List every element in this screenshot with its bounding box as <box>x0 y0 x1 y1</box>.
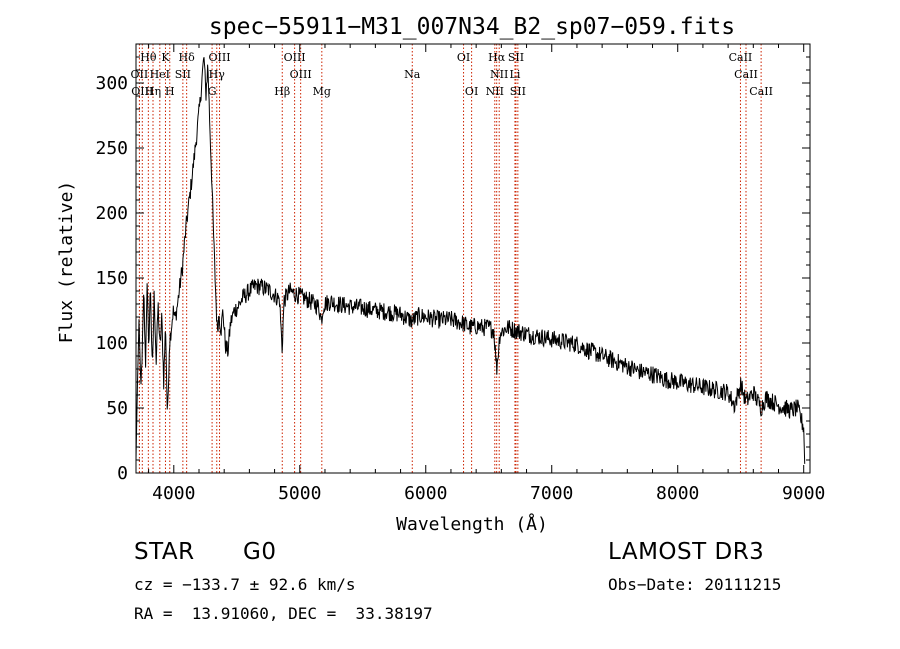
y-axis-ticks: 0 50 100 150 200 250 300 <box>95 43 810 484</box>
y-tick-label: 200 <box>95 203 128 224</box>
redshift-velocity: cz = −133.7 ± 92.6 km/s <box>134 575 356 594</box>
plot-frame <box>135 43 811 474</box>
line-marker-label: K <box>161 51 170 64</box>
line-marker-label: SII <box>175 68 191 81</box>
x-tick-label: 6000 <box>404 483 447 504</box>
line-marker-label: CaII <box>749 85 773 98</box>
line-marker-label: OIII <box>208 51 230 64</box>
y-tick-label: 300 <box>95 73 128 94</box>
line-marker-label: OIII <box>284 51 306 64</box>
line-marker-label: HeI <box>150 68 170 81</box>
line-marker-label: Li <box>510 68 521 81</box>
y-tick-label: 250 <box>95 138 128 159</box>
line-marker-label: Hη <box>145 85 161 98</box>
x-tick-label: 8000 <box>656 483 699 504</box>
object-class: STAR <box>134 539 195 565</box>
y-tick-label: 100 <box>95 333 128 354</box>
x-axis-ticks: 4000 5000 6000 7000 8000 9000 <box>148 44 825 504</box>
observation-date: Obs−Date: 20111215 <box>608 575 782 594</box>
x-tick-label: 5000 <box>278 483 321 504</box>
ra-dec-coordinates: RA = 13.91060, DEC = 33.38197 <box>134 604 433 623</box>
line-marker-label: Mg <box>313 85 331 98</box>
x-tick-label: 7000 <box>530 483 573 504</box>
spectrum-line <box>135 57 806 464</box>
line-marker-label: OI <box>457 51 470 64</box>
y-axis-label: Flux (relative) <box>56 181 77 344</box>
line-marker-label: OII <box>131 68 149 81</box>
line-marker-label: NII <box>490 68 508 81</box>
spectral-line-markers <box>138 44 762 473</box>
line-marker-label: OI <box>465 85 478 98</box>
line-marker-label: Hδ <box>179 51 196 64</box>
y-tick-label: 0 <box>117 463 128 484</box>
chart-title: spec−55911−M31_007N34_B2_sp07−059.fits <box>209 14 735 40</box>
y-tick-label: 150 <box>95 268 128 289</box>
line-marker-label: Hθ <box>140 51 157 64</box>
x-axis-label: Wavelength (Å) <box>396 513 548 535</box>
x-tick-label: 9000 <box>782 483 825 504</box>
line-marker-label: CaII <box>729 51 753 64</box>
line-marker-label: Hα <box>488 51 506 64</box>
line-marker-label: Na <box>404 68 421 81</box>
line-marker-label: CaII <box>734 68 758 81</box>
survey-name: LAMOST DR3 <box>608 539 765 565</box>
object-subclass: G0 <box>243 539 277 565</box>
line-marker-label: Hβ <box>274 85 290 98</box>
line-marker-label: OIII <box>131 85 153 98</box>
line-marker-label: G <box>208 85 217 98</box>
line-marker-label: Hγ <box>209 68 226 81</box>
line-marker-label: SII <box>510 85 526 98</box>
x-tick-label: 4000 <box>152 483 195 504</box>
line-marker-label: OIII <box>290 68 312 81</box>
line-marker-label: SII <box>508 51 524 64</box>
line-marker-label: NII <box>486 85 504 98</box>
line-marker-label: H <box>165 85 175 98</box>
y-tick-label: 50 <box>106 398 128 419</box>
